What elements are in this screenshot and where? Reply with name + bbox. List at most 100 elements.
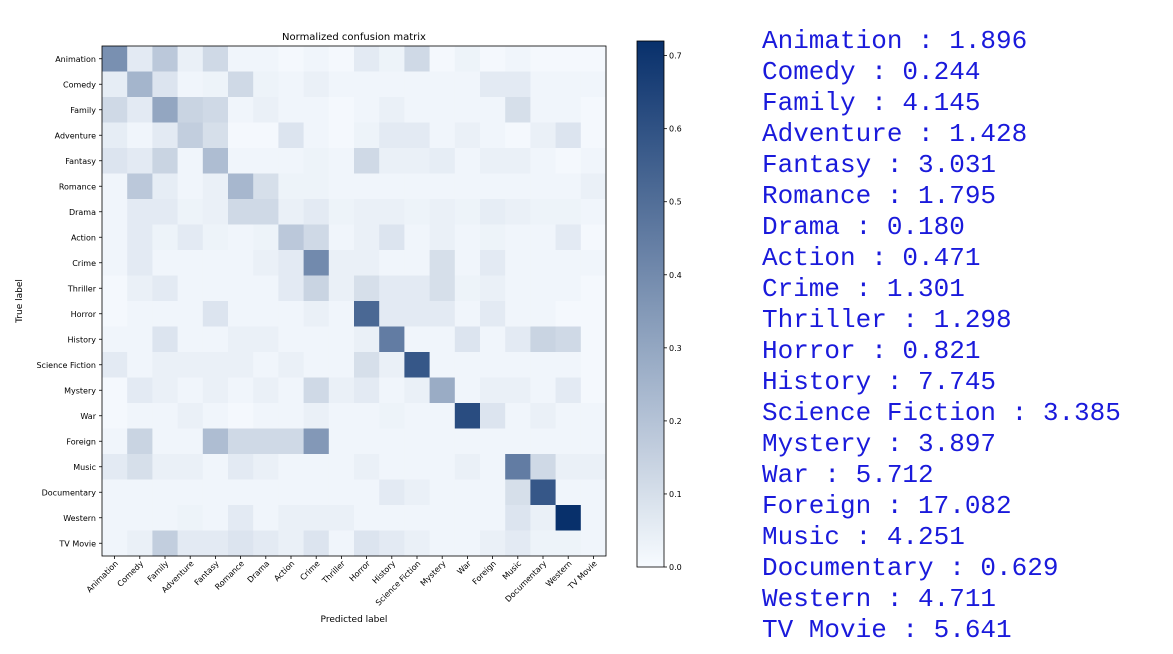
matrix-cell bbox=[102, 97, 128, 123]
matrix-cell bbox=[127, 148, 153, 174]
matrix-cell bbox=[152, 275, 178, 302]
matrix-cell bbox=[328, 46, 355, 72]
colorbar-tick-label: 0.1 bbox=[669, 490, 682, 499]
matrix-cell bbox=[530, 377, 556, 404]
matrix-cell bbox=[228, 199, 254, 225]
matrix-cell bbox=[202, 224, 229, 251]
matrix-cell bbox=[379, 173, 405, 200]
matrix-cell bbox=[202, 530, 229, 557]
matrix-cell bbox=[480, 122, 506, 149]
matrix-cell bbox=[379, 326, 405, 353]
matrix-cell bbox=[102, 224, 128, 251]
matrix-cell bbox=[404, 301, 430, 327]
matrix-cell bbox=[530, 199, 556, 225]
matrix-cell bbox=[102, 199, 128, 225]
matrix-cell bbox=[278, 173, 304, 200]
matrix-cell bbox=[328, 479, 355, 506]
matrix-cell bbox=[379, 46, 405, 72]
matrix-cell bbox=[404, 454, 430, 480]
matrix-cell bbox=[127, 224, 153, 251]
matrix-cell bbox=[505, 403, 531, 429]
matrix-cell bbox=[354, 97, 380, 123]
matrix-cell bbox=[404, 97, 430, 123]
matrix-cell bbox=[454, 505, 481, 531]
matrix-cell bbox=[505, 377, 531, 404]
matrix-cell bbox=[328, 275, 355, 302]
matrix-cell bbox=[454, 403, 481, 429]
genre-score-item: Animation : 1.896 bbox=[762, 26, 1028, 56]
matrix-cell bbox=[152, 173, 178, 200]
matrix-cell bbox=[102, 352, 128, 378]
matrix-cell bbox=[253, 122, 279, 149]
genre-score-item: Adventure : 1.428 bbox=[762, 119, 1028, 149]
confusion-matrix-chart: Normalized confusion matrixAnimationCome… bbox=[15, 32, 682, 625]
matrix-cell bbox=[303, 122, 330, 149]
matrix-cell bbox=[429, 505, 456, 531]
matrix-cell bbox=[454, 199, 481, 225]
matrix-cell bbox=[580, 250, 607, 276]
matrix-cell bbox=[228, 479, 254, 506]
matrix-cell bbox=[530, 275, 556, 302]
matrix-cell bbox=[429, 250, 456, 276]
y-tick-label: TV Movie bbox=[58, 539, 96, 548]
matrix-cell bbox=[303, 454, 330, 480]
matrix-cell bbox=[530, 530, 556, 557]
matrix-cell bbox=[454, 122, 481, 149]
matrix-cell bbox=[102, 71, 128, 98]
matrix-cell bbox=[328, 301, 355, 327]
matrix-cell bbox=[152, 71, 178, 98]
matrix-cell bbox=[127, 352, 153, 378]
matrix-cell bbox=[580, 122, 607, 149]
matrix-cell bbox=[404, 122, 430, 149]
matrix-cell bbox=[278, 122, 304, 149]
matrix-cell bbox=[555, 479, 582, 506]
matrix-cell bbox=[580, 530, 607, 557]
matrix-cell bbox=[580, 403, 607, 429]
matrix-cell bbox=[580, 97, 607, 123]
matrix-cell bbox=[253, 148, 279, 174]
colorbar-tick-label: 0.2 bbox=[669, 417, 682, 426]
matrix-cell bbox=[429, 454, 456, 480]
matrix-cell bbox=[580, 352, 607, 378]
matrix-cell bbox=[454, 454, 481, 480]
matrix-cell bbox=[480, 250, 506, 276]
matrix-cell bbox=[278, 352, 304, 378]
matrix-cell bbox=[530, 148, 556, 174]
matrix-cell bbox=[228, 428, 254, 455]
matrix-cell bbox=[555, 530, 582, 557]
matrix-cell bbox=[127, 530, 153, 557]
matrix-cell bbox=[303, 250, 330, 276]
matrix-cell bbox=[429, 199, 456, 225]
matrix-cell bbox=[228, 250, 254, 276]
matrix-cell bbox=[404, 275, 430, 302]
matrix-cell bbox=[328, 403, 355, 429]
matrix-cell bbox=[354, 173, 380, 200]
matrix-cell bbox=[102, 479, 128, 506]
matrix-cell bbox=[379, 377, 405, 404]
matrix-cell bbox=[555, 148, 582, 174]
matrix-cell bbox=[177, 479, 204, 506]
matrix-cell bbox=[480, 479, 506, 506]
matrix-cell bbox=[480, 428, 506, 455]
matrix-cell bbox=[278, 46, 304, 72]
matrix-cell bbox=[454, 148, 481, 174]
matrix-cell bbox=[505, 97, 531, 123]
y-tick-label: Romance bbox=[59, 182, 96, 191]
matrix-cell bbox=[429, 71, 456, 98]
y-tick-label: Mystery bbox=[64, 386, 96, 395]
matrix-cell bbox=[328, 377, 355, 404]
matrix-cell bbox=[429, 97, 456, 123]
matrix-cell bbox=[429, 46, 456, 72]
matrix-cell bbox=[580, 428, 607, 455]
matrix-cell bbox=[303, 97, 330, 123]
matrix-cell bbox=[404, 224, 430, 251]
matrix-cell bbox=[177, 173, 204, 200]
x-tick-label: Foreign bbox=[471, 559, 498, 586]
matrix-cell bbox=[530, 505, 556, 531]
matrix-cell bbox=[454, 46, 481, 72]
matrix-cell bbox=[127, 275, 153, 302]
matrix-cell bbox=[253, 530, 279, 557]
matrix-cell bbox=[454, 250, 481, 276]
colorbar-tick-label: 0.5 bbox=[669, 198, 682, 207]
matrix-cell bbox=[102, 403, 128, 429]
